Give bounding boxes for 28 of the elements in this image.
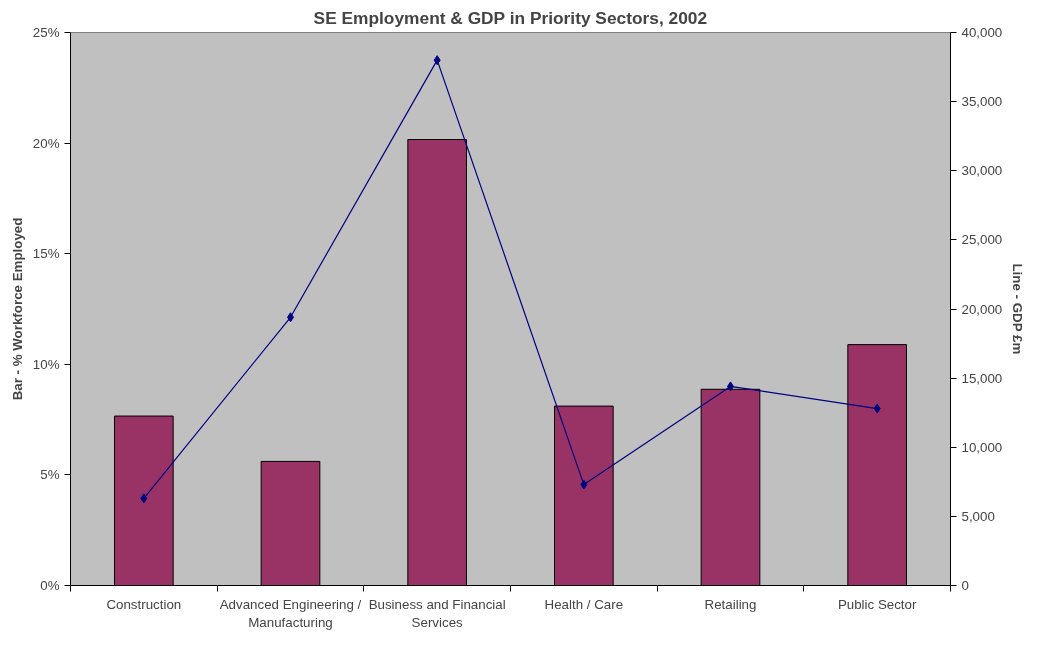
- y-tick-label: 5%: [40, 467, 60, 483]
- y2-tick-label: 30,000: [961, 163, 1003, 179]
- y-tick-label: 0%: [40, 578, 60, 593]
- y2-tick-label: 35,000: [961, 94, 1003, 110]
- y-tick-label: 15%: [32, 246, 60, 262]
- x-tick-label: Retailing: [704, 596, 757, 612]
- point: [140, 493, 148, 504]
- x-tick-label: Construction: [106, 596, 182, 612]
- y2-axis-title: Line - GDP £m: [1010, 263, 1026, 355]
- y2-tick-label: 40,000: [961, 25, 1003, 40]
- y2-tick-label: 10,000: [961, 439, 1003, 455]
- x-tick-label: Health / Care: [544, 596, 624, 612]
- point: [580, 479, 588, 490]
- y2-tick-label: 20,000: [961, 301, 1003, 317]
- x-tick-label: Advanced Engineering / Manufacturing: [219, 596, 362, 630]
- y-tick-label: 20%: [32, 135, 60, 151]
- point: [873, 403, 881, 414]
- y2-tick-label: 5,000: [961, 508, 995, 524]
- point: [433, 55, 441, 66]
- y2-tick-label: 0: [961, 578, 969, 593]
- chart-title: SE Employment & GDP in Priority Sectors, 2002: [313, 7, 708, 28]
- y-tick-label: 25%: [32, 25, 60, 40]
- y-tick-label: 10%: [32, 356, 60, 372]
- y2-tick-label: 15,000: [961, 370, 1003, 386]
- y2-tick-label: 25,000: [961, 232, 1003, 248]
- x-tick-label: Business and Financial Services: [368, 596, 506, 630]
- y-axis-title: Bar - % Workforce Employed: [9, 217, 25, 401]
- x-tick-label: Public Sector: [837, 596, 917, 612]
